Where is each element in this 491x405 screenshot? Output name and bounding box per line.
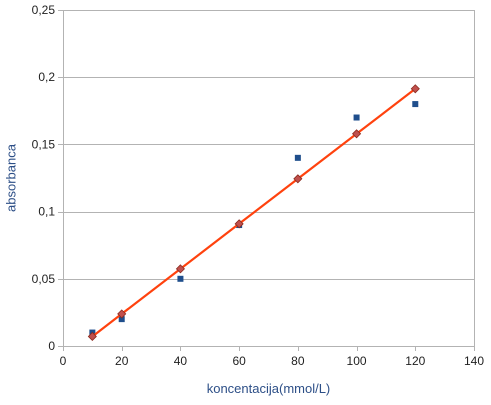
x-tick-label: 140	[464, 354, 484, 368]
y-tick-label: 0,1	[38, 205, 55, 219]
y-tick-labels: 0 0,05 0,1 0,15 0,2 0,25	[32, 3, 56, 353]
data-point-square	[353, 114, 360, 121]
data-point-square	[118, 316, 125, 323]
x-tick-labels: 0 20 40 60 80 100 120 140	[60, 354, 485, 368]
plot-border	[63, 10, 475, 347]
data-point-diamond	[87, 331, 97, 342]
gridlines	[63, 10, 474, 347]
data-point-square	[294, 154, 301, 161]
x-tick-label: 120	[405, 354, 425, 368]
y-tick-label: 0,25	[32, 3, 56, 17]
y-tick-label: 0,15	[32, 137, 56, 151]
x-tick-label: 100	[347, 354, 367, 368]
data-point-square	[177, 275, 184, 282]
x-tick-label: 40	[174, 354, 188, 368]
data-point-diamond	[410, 84, 420, 94]
x-tick-label: 0	[60, 354, 67, 368]
x-tick-label: 20	[115, 354, 129, 368]
data-point-diamond	[117, 309, 127, 319]
x-axis-title: koncentacija(mmol/L)	[207, 381, 331, 396]
data-point-square	[412, 101, 419, 108]
y-tick-label: 0	[48, 339, 55, 353]
series-fit-line	[87, 84, 420, 342]
data-point-diamond	[352, 129, 362, 139]
plot-frame	[58, 10, 475, 351]
x-tick-label: 80	[291, 354, 305, 368]
y-tick-label: 0,2	[38, 70, 55, 84]
data-point-diamond	[234, 219, 244, 229]
y-tick-label: 0,05	[32, 272, 56, 286]
y-axis-title: absorbanca	[3, 143, 18, 212]
data-point-diamond	[293, 174, 303, 184]
data-point-diamond	[175, 264, 185, 274]
x-tick-label: 60	[232, 354, 246, 368]
